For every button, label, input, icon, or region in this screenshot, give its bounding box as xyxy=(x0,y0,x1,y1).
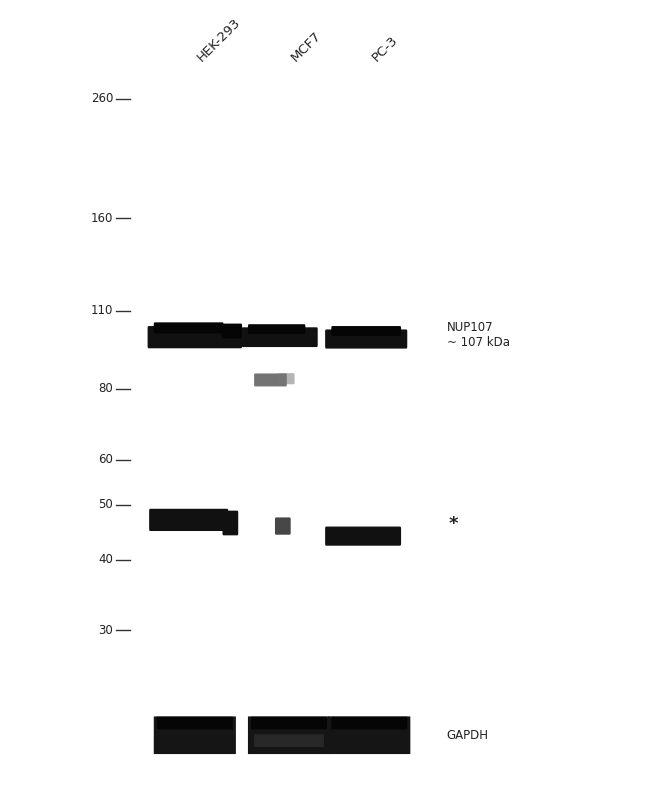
FancyBboxPatch shape xyxy=(148,326,242,348)
FancyBboxPatch shape xyxy=(332,717,408,729)
FancyBboxPatch shape xyxy=(325,329,408,348)
FancyBboxPatch shape xyxy=(242,328,318,347)
Text: 30: 30 xyxy=(98,624,113,637)
FancyBboxPatch shape xyxy=(275,517,291,535)
FancyBboxPatch shape xyxy=(222,511,238,536)
FancyBboxPatch shape xyxy=(332,326,401,336)
Text: 50: 50 xyxy=(98,498,113,511)
Text: 80: 80 xyxy=(98,383,113,395)
Text: 40: 40 xyxy=(98,553,113,566)
Text: HEK-293: HEK-293 xyxy=(195,15,243,64)
FancyBboxPatch shape xyxy=(248,324,306,334)
Text: PC-3: PC-3 xyxy=(369,33,400,64)
Text: NUP107: NUP107 xyxy=(447,321,493,334)
FancyBboxPatch shape xyxy=(325,527,401,546)
Text: ~ 107 kDa: ~ 107 kDa xyxy=(447,336,510,348)
Text: 110: 110 xyxy=(91,304,113,317)
Text: 160: 160 xyxy=(91,212,113,225)
FancyBboxPatch shape xyxy=(222,324,242,339)
FancyBboxPatch shape xyxy=(154,322,224,333)
FancyBboxPatch shape xyxy=(254,734,324,747)
FancyBboxPatch shape xyxy=(328,717,410,754)
FancyBboxPatch shape xyxy=(278,373,294,384)
FancyBboxPatch shape xyxy=(149,508,228,531)
FancyBboxPatch shape xyxy=(154,717,236,754)
Text: 260: 260 xyxy=(91,92,113,105)
FancyBboxPatch shape xyxy=(251,717,327,729)
FancyBboxPatch shape xyxy=(248,717,330,754)
Text: GAPDH: GAPDH xyxy=(447,728,489,742)
Text: *: * xyxy=(448,515,458,533)
Text: 60: 60 xyxy=(98,453,113,466)
Text: MCF7: MCF7 xyxy=(289,29,324,64)
FancyBboxPatch shape xyxy=(157,717,233,729)
FancyBboxPatch shape xyxy=(254,374,287,387)
